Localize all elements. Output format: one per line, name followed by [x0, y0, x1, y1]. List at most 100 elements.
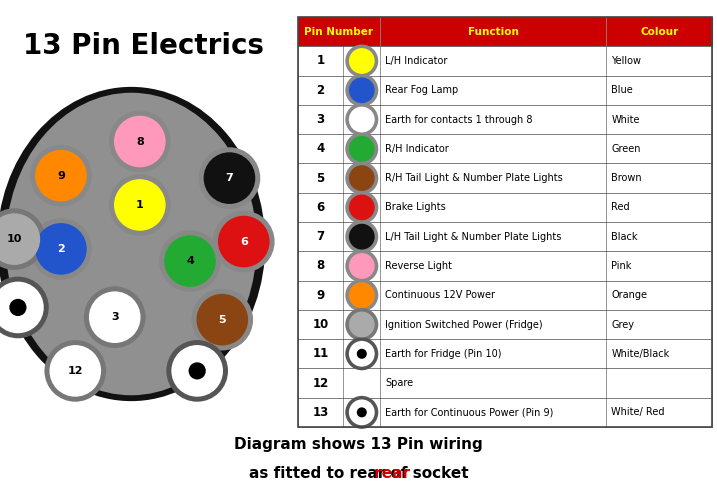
Ellipse shape	[30, 218, 92, 280]
Ellipse shape	[349, 341, 375, 366]
Ellipse shape	[357, 349, 367, 359]
Text: 8: 8	[316, 260, 325, 272]
Bar	[298, 310, 712, 339]
Ellipse shape	[9, 299, 27, 316]
Bar	[298, 222, 712, 251]
Ellipse shape	[196, 294, 248, 346]
Text: 6: 6	[240, 237, 247, 246]
Text: Brake Lights: Brake Lights	[386, 203, 446, 212]
Text: rear: rear	[306, 466, 411, 481]
Text: 4: 4	[186, 256, 194, 266]
Text: 10: 10	[312, 318, 328, 331]
Ellipse shape	[164, 235, 216, 287]
Ellipse shape	[349, 224, 375, 249]
Text: Earth for contacts 1 through 8: Earth for contacts 1 through 8	[386, 115, 533, 124]
Ellipse shape	[204, 152, 255, 204]
Text: Yellow: Yellow	[612, 56, 641, 66]
Text: 1: 1	[316, 55, 324, 67]
Ellipse shape	[189, 362, 206, 380]
Bar	[298, 339, 712, 368]
Text: Pink: Pink	[612, 261, 632, 271]
Bar	[298, 76, 712, 105]
Ellipse shape	[346, 220, 379, 253]
Bar	[298, 398, 712, 427]
Bar	[298, 46, 712, 76]
Ellipse shape	[349, 195, 375, 220]
Text: Orange: Orange	[612, 290, 647, 300]
Ellipse shape	[35, 150, 87, 202]
Text: Ignition Switched Power (Fridge): Ignition Switched Power (Fridge)	[386, 320, 543, 329]
Text: Diagram shows 13 Pin wiring: Diagram shows 13 Pin wiring	[234, 437, 483, 451]
Text: 5: 5	[316, 172, 325, 184]
Ellipse shape	[346, 44, 379, 78]
Ellipse shape	[346, 396, 379, 429]
Text: 1: 1	[136, 200, 143, 210]
Text: 3: 3	[111, 312, 118, 322]
Ellipse shape	[0, 213, 40, 265]
Ellipse shape	[349, 78, 375, 103]
Ellipse shape	[89, 291, 141, 343]
Text: 11: 11	[312, 347, 328, 360]
Text: Red: Red	[612, 203, 630, 212]
Text: L/H Tail Light & Number Plate Lights: L/H Tail Light & Number Plate Lights	[386, 232, 562, 242]
Text: L/H Indicator: L/H Indicator	[386, 56, 448, 66]
Text: 5: 5	[219, 315, 226, 325]
Text: Pin Number: Pin Number	[305, 27, 374, 37]
Text: 2: 2	[316, 84, 324, 97]
Ellipse shape	[346, 337, 379, 370]
Bar	[298, 368, 712, 398]
Text: Grey: Grey	[612, 320, 635, 329]
Text: 7: 7	[226, 173, 233, 183]
Ellipse shape	[349, 400, 375, 425]
Ellipse shape	[349, 107, 375, 132]
Text: Black: Black	[612, 232, 638, 242]
Text: as fitted to rear of socket: as fitted to rear of socket	[249, 466, 468, 481]
Text: 13: 13	[312, 406, 328, 419]
Bar	[298, 134, 712, 163]
Ellipse shape	[30, 145, 92, 206]
Text: 12: 12	[67, 366, 83, 376]
Ellipse shape	[191, 289, 253, 350]
Text: 2: 2	[57, 244, 65, 254]
Ellipse shape	[109, 174, 171, 236]
Ellipse shape	[171, 345, 223, 397]
Ellipse shape	[346, 249, 379, 283]
Text: Blue: Blue	[612, 85, 633, 95]
Ellipse shape	[349, 283, 375, 308]
Bar	[298, 281, 712, 310]
Ellipse shape	[346, 74, 379, 107]
Bar	[298, 17, 712, 46]
Bar	[298, 163, 712, 193]
Ellipse shape	[349, 253, 375, 279]
Ellipse shape	[346, 103, 379, 136]
Text: 9: 9	[316, 289, 325, 302]
Ellipse shape	[114, 116, 166, 167]
Text: Earth for Continuous Power (Pin 9): Earth for Continuous Power (Pin 9)	[386, 407, 554, 417]
Text: Green: Green	[612, 144, 641, 154]
Bar	[298, 251, 712, 281]
Text: 8: 8	[136, 137, 143, 146]
Text: White: White	[612, 115, 640, 124]
Text: Rear Fog Lamp: Rear Fog Lamp	[386, 85, 459, 95]
Ellipse shape	[166, 340, 228, 402]
Text: 4: 4	[316, 142, 325, 155]
Ellipse shape	[84, 286, 146, 348]
Ellipse shape	[349, 48, 375, 74]
Text: Function: Function	[468, 27, 519, 37]
Ellipse shape	[114, 179, 166, 231]
Bar	[298, 17, 712, 427]
Ellipse shape	[357, 407, 367, 417]
Ellipse shape	[349, 165, 375, 191]
Text: Earth for Fridge (Pin 10): Earth for Fridge (Pin 10)	[386, 349, 502, 359]
Ellipse shape	[0, 282, 44, 333]
Ellipse shape	[0, 277, 49, 338]
Text: 11: 11	[10, 303, 26, 312]
Text: 12: 12	[312, 377, 328, 389]
Ellipse shape	[6, 93, 257, 395]
Text: 13 Pin Electrics: 13 Pin Electrics	[23, 32, 264, 60]
Text: 10: 10	[6, 234, 22, 244]
Ellipse shape	[346, 132, 379, 165]
Ellipse shape	[109, 111, 171, 172]
Ellipse shape	[213, 211, 275, 272]
Ellipse shape	[349, 312, 375, 337]
